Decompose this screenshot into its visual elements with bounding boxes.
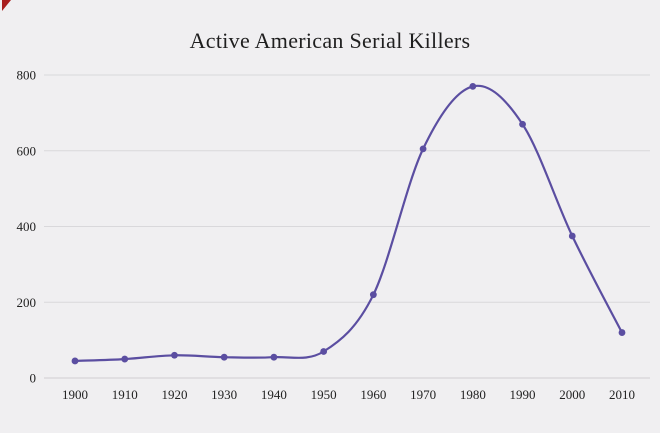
y-tick-label: 800 (17, 68, 37, 83)
y-tick-label: 200 (17, 295, 37, 310)
data-point-marker (220, 353, 228, 361)
data-point-marker (469, 82, 477, 90)
corner-mark-icon (2, 0, 20, 11)
data-point-marker (369, 291, 377, 299)
x-tick-label: 1960 (360, 387, 386, 402)
x-tick-label: 1970 (410, 387, 436, 402)
x-tick-label: 1940 (261, 387, 287, 402)
data-point-marker (71, 357, 79, 365)
data-point-marker (320, 348, 328, 355)
data-point-marker (618, 329, 626, 336)
y-tick-label: 400 (17, 219, 37, 234)
x-tick-label: 1920 (161, 387, 187, 402)
x-tick-label: 1980 (460, 387, 486, 402)
x-tick-label: 1990 (510, 387, 536, 402)
x-tick-label: 2000 (559, 387, 585, 402)
data-point-marker (270, 353, 278, 361)
x-tick-label: 1910 (112, 387, 138, 402)
x-tick-label: 1950 (311, 387, 337, 402)
data-point-marker (519, 120, 526, 128)
x-tick-label: 1900 (62, 387, 88, 402)
y-tick-label: 0 (30, 371, 37, 386)
data-point-marker (568, 232, 576, 240)
data-point-marker (419, 145, 427, 153)
x-tick-label: 2010 (609, 387, 635, 402)
data-point-marker (171, 351, 178, 359)
data-point-marker (121, 355, 129, 363)
chart-title: Active American Serial Killers (189, 28, 471, 53)
x-tick-label: 1930 (211, 387, 237, 402)
series-line (73, 84, 624, 363)
y-tick-label: 600 (17, 143, 37, 158)
